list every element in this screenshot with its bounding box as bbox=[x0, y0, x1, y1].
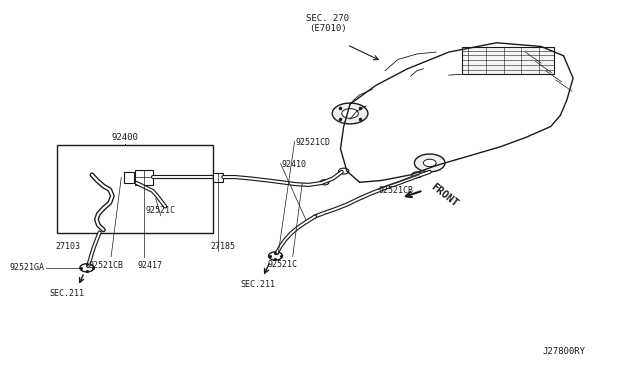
Bar bbox=[124, 172, 134, 183]
Text: 27185: 27185 bbox=[210, 242, 235, 251]
Text: SEC.211: SEC.211 bbox=[240, 280, 275, 289]
Text: 27103: 27103 bbox=[56, 242, 81, 251]
Text: 92521CB: 92521CB bbox=[379, 186, 413, 195]
Text: 92521CB: 92521CB bbox=[89, 261, 124, 270]
Circle shape bbox=[269, 252, 282, 260]
Circle shape bbox=[412, 172, 422, 178]
Text: 92521C: 92521C bbox=[268, 260, 297, 269]
Text: J27800RY: J27800RY bbox=[542, 347, 585, 356]
Text: 92521GA: 92521GA bbox=[9, 263, 44, 272]
Text: SEC. 270
(E7010): SEC. 270 (E7010) bbox=[307, 14, 349, 33]
Text: 92521C: 92521C bbox=[146, 206, 176, 215]
Bar bbox=[461, 46, 554, 74]
Text: FRONT: FRONT bbox=[428, 182, 460, 209]
Bar bbox=[57, 145, 213, 232]
Text: 92521CD: 92521CD bbox=[296, 138, 331, 147]
Circle shape bbox=[339, 168, 349, 174]
Text: SEC.211: SEC.211 bbox=[49, 289, 84, 298]
Circle shape bbox=[342, 109, 358, 118]
Bar bbox=[135, 170, 153, 185]
Circle shape bbox=[80, 264, 94, 272]
Text: 92417: 92417 bbox=[138, 261, 163, 270]
Circle shape bbox=[332, 103, 368, 124]
Text: 92400: 92400 bbox=[111, 133, 138, 142]
Text: 92410: 92410 bbox=[282, 160, 307, 169]
Circle shape bbox=[320, 180, 329, 185]
Circle shape bbox=[423, 159, 436, 167]
Bar bbox=[213, 173, 223, 182]
Circle shape bbox=[415, 154, 445, 172]
